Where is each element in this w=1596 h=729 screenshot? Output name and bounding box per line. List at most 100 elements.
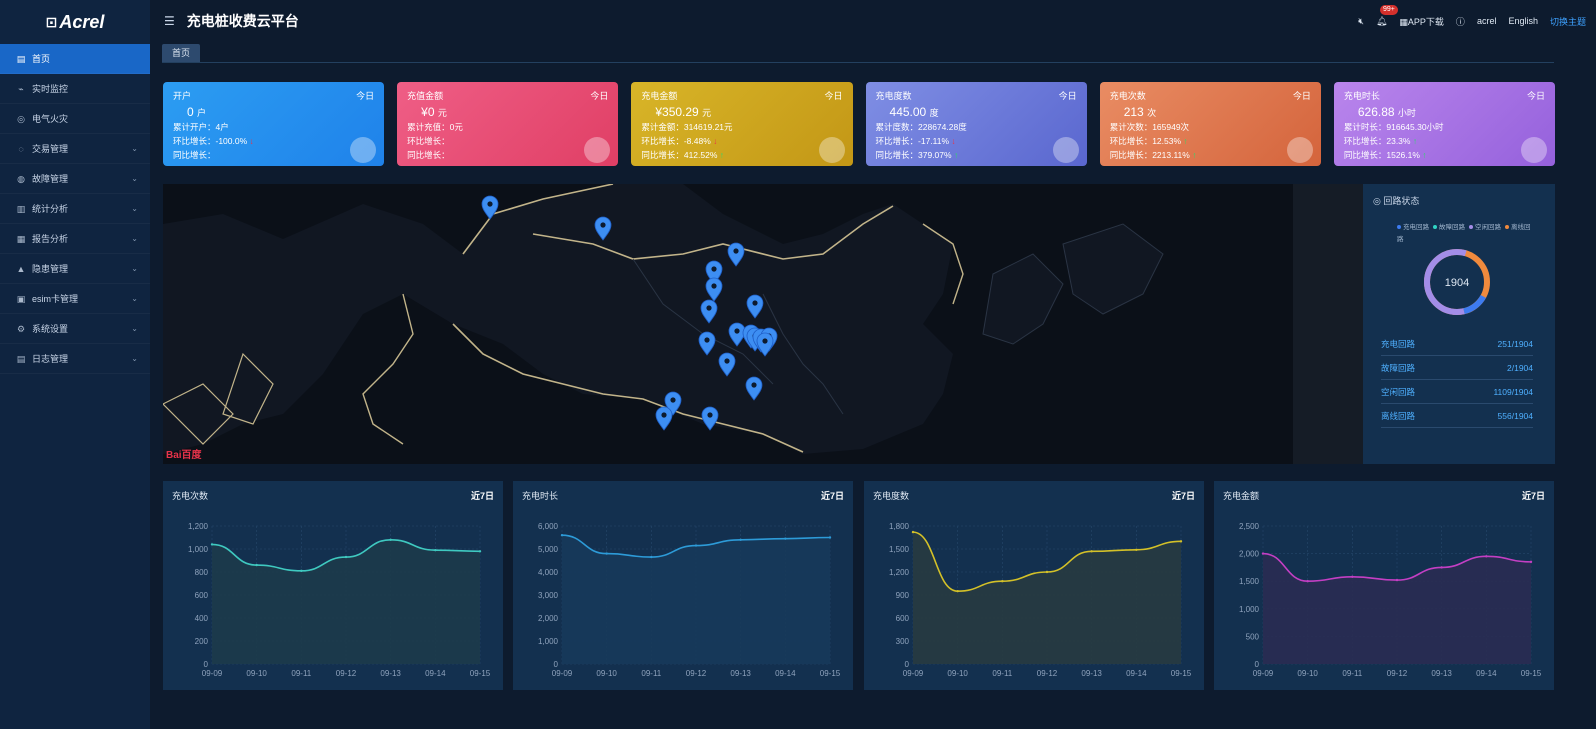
app-title: 充电桩收费云平台: [186, 13, 299, 29]
map-pin-icon[interactable]: [701, 406, 719, 431]
map-pin-icon[interactable]: [756, 332, 774, 357]
legend-item[interactable]: 空闲回路: [1469, 224, 1501, 231]
theme-switch[interactable]: 切换主题: [1549, 16, 1586, 27]
data-point[interactable]: [389, 538, 392, 541]
line-chart: 0 500 1,000 1,500 2,000 2,500 09-09 09-10 09-11 0…: [1239, 522, 1542, 678]
sidebar-item-7[interactable]: ▲ 隐患管理 ⌄: [0, 254, 150, 284]
data-point[interactable]: [300, 569, 303, 573]
card-title: 充电时长: [1343, 91, 1380, 101]
data-point[interactable]: [956, 589, 959, 593]
sidebar-item-3[interactable]: ◌ 交易管理 ⌄: [0, 134, 150, 164]
map-pin-icon[interactable]: [727, 242, 745, 267]
card-title: 充电金额: [641, 91, 678, 101]
sidebar-item-4[interactable]: ◍ 故障管理 ⌄: [0, 164, 150, 194]
map-pin-icon[interactable]: [705, 277, 723, 302]
sidebar-item-6[interactable]: ▦ 报告分析 ⌄: [0, 224, 150, 254]
map-pin-icon[interactable]: [705, 260, 723, 285]
data-point[interactable]: [739, 538, 742, 541]
chart-title: 充电次数: [172, 491, 209, 501]
help-icon[interactable]: ⓘ: [1455, 16, 1465, 27]
sidebar-item-2[interactable]: ◎ 电气火灾: [0, 104, 150, 134]
data-point[interactable]: [1261, 552, 1265, 555]
data-point[interactable]: [344, 555, 348, 559]
card-total: 累计开户：4户: [173, 122, 229, 132]
data-point[interactable]: [911, 530, 915, 534]
data-point[interactable]: [1045, 570, 1049, 574]
tab-bar: 首页: [162, 44, 201, 62]
map-pin-icon[interactable]: [745, 376, 763, 401]
mute-icon[interactable]: 🔇︎: [1358, 15, 1364, 26]
data-point[interactable]: [434, 548, 437, 552]
sidebar-item-8[interactable]: ▣ esim卡管理 ⌄: [0, 284, 150, 314]
data-point[interactable]: [784, 537, 787, 540]
data-point[interactable]: [1090, 550, 1093, 553]
map-pin-icon[interactable]: [655, 406, 673, 431]
circuit-row-label: 空闲回路: [1381, 386, 1416, 397]
y-tick-label: 600: [195, 591, 209, 600]
data-point[interactable]: [255, 563, 258, 567]
sidebar-item-9[interactable]: ⚙ 系统设置 ⌄: [0, 314, 150, 344]
map-pin-icon[interactable]: [728, 322, 746, 347]
arrow-up-icon: ↑: [1412, 136, 1418, 146]
language-switch[interactable]: English: [1508, 16, 1538, 26]
bell-icon[interactable]: 🔔︎ 99+: [1376, 4, 1398, 27]
legend-item[interactable]: 故障回路: [1433, 224, 1465, 231]
hourglass-icon: [1521, 137, 1548, 163]
data-point[interactable]: [210, 543, 214, 546]
data-point[interactable]: [650, 555, 653, 559]
card-yoy: 同比增长：1526.1% ↑: [1344, 149, 1545, 161]
map-pin-icon[interactable]: [746, 294, 764, 319]
menu-toggle-icon[interactable]: ☰: [164, 14, 175, 28]
sidebar-item-1[interactable]: ⌁ 实时监控: [0, 74, 150, 104]
brand-logo[interactable]: ⊡ Acrel: [0, 0, 150, 44]
data-point[interactable]: [560, 534, 564, 537]
data-point[interactable]: [1529, 560, 1533, 564]
legend-item[interactable]: 离线回路: [1397, 224, 1531, 243]
arrow-up-icon: ↑: [719, 150, 725, 160]
map-pin-icon[interactable]: [700, 299, 718, 324]
map-view[interactable]: Bai百度: [163, 184, 1363, 464]
sidebar-item-10[interactable]: ▤ 日志管理 ⌄: [0, 344, 150, 374]
data-point[interactable]: [1135, 548, 1138, 551]
user-name[interactable]: acrel: [1476, 16, 1497, 26]
tab-home[interactable]: 首页: [162, 44, 201, 62]
circuit-row: 空闲回路 1109/1904: [1381, 380, 1533, 404]
data-point[interactable]: [1001, 580, 1004, 583]
map-pin-icon[interactable]: [594, 216, 612, 241]
circuit-row-label: 故障回路: [1381, 362, 1416, 373]
app-download-link[interactable]: ▦APP下载: [1399, 15, 1444, 28]
data-point[interactable]: [1395, 578, 1399, 582]
stat-cards: 开户 今日 0 户 累计开户：4户 环比增长：-100.0% ↓ 同比增长： 充…: [163, 82, 1556, 166]
y-tick-label: 0: [554, 660, 559, 669]
card-value: 213 次: [1124, 105, 1311, 119]
map-pin-icon[interactable]: [481, 195, 499, 220]
data-point[interactable]: [828, 536, 832, 539]
chart-title: 充电时长: [522, 491, 559, 501]
data-point[interactable]: [1440, 566, 1443, 569]
data-point[interactable]: [605, 552, 608, 555]
data-point[interactable]: [1179, 540, 1183, 543]
data-point[interactable]: [478, 550, 482, 553]
data-point[interactable]: [1485, 555, 1488, 558]
map-pin-icon[interactable]: [698, 331, 716, 356]
data-point[interactable]: [1351, 575, 1354, 578]
chevron-down-icon: ⌄: [131, 234, 138, 243]
card-yoy-text: 同比增长：1526.1%: [1343, 150, 1420, 160]
sidebar-item-0[interactable]: ▤ 首页: [0, 44, 150, 74]
legend-item[interactable]: 充电回路: [1397, 224, 1429, 231]
card-value-number: ¥0: [421, 105, 435, 119]
topbar: ☰ 充电桩收费云平台 🔇︎ 🔔︎ 99+ ▦APP下载 ⓘ acrel Engli…: [150, 0, 1596, 42]
x-tick-label: 09-14: [425, 669, 446, 678]
card-total: 累计时长：916645.30小时: [1343, 122, 1444, 132]
chart-range-label: 近7日: [470, 491, 494, 501]
card-value: ¥0 元: [421, 105, 608, 119]
map-pin-icon[interactable]: [718, 352, 736, 377]
x-tick-label: 09-10: [1297, 669, 1318, 678]
logo-mark: ⊡: [45, 13, 58, 30]
card-value-number: ¥350.29: [655, 105, 699, 119]
card-yoy-text: 同比增长：: [407, 150, 450, 160]
data-point[interactable]: [1306, 580, 1309, 583]
legend-dot: [1433, 225, 1437, 229]
sidebar-item-5[interactable]: ▥ 统计分析 ⌄: [0, 194, 150, 224]
data-point[interactable]: [694, 544, 698, 547]
